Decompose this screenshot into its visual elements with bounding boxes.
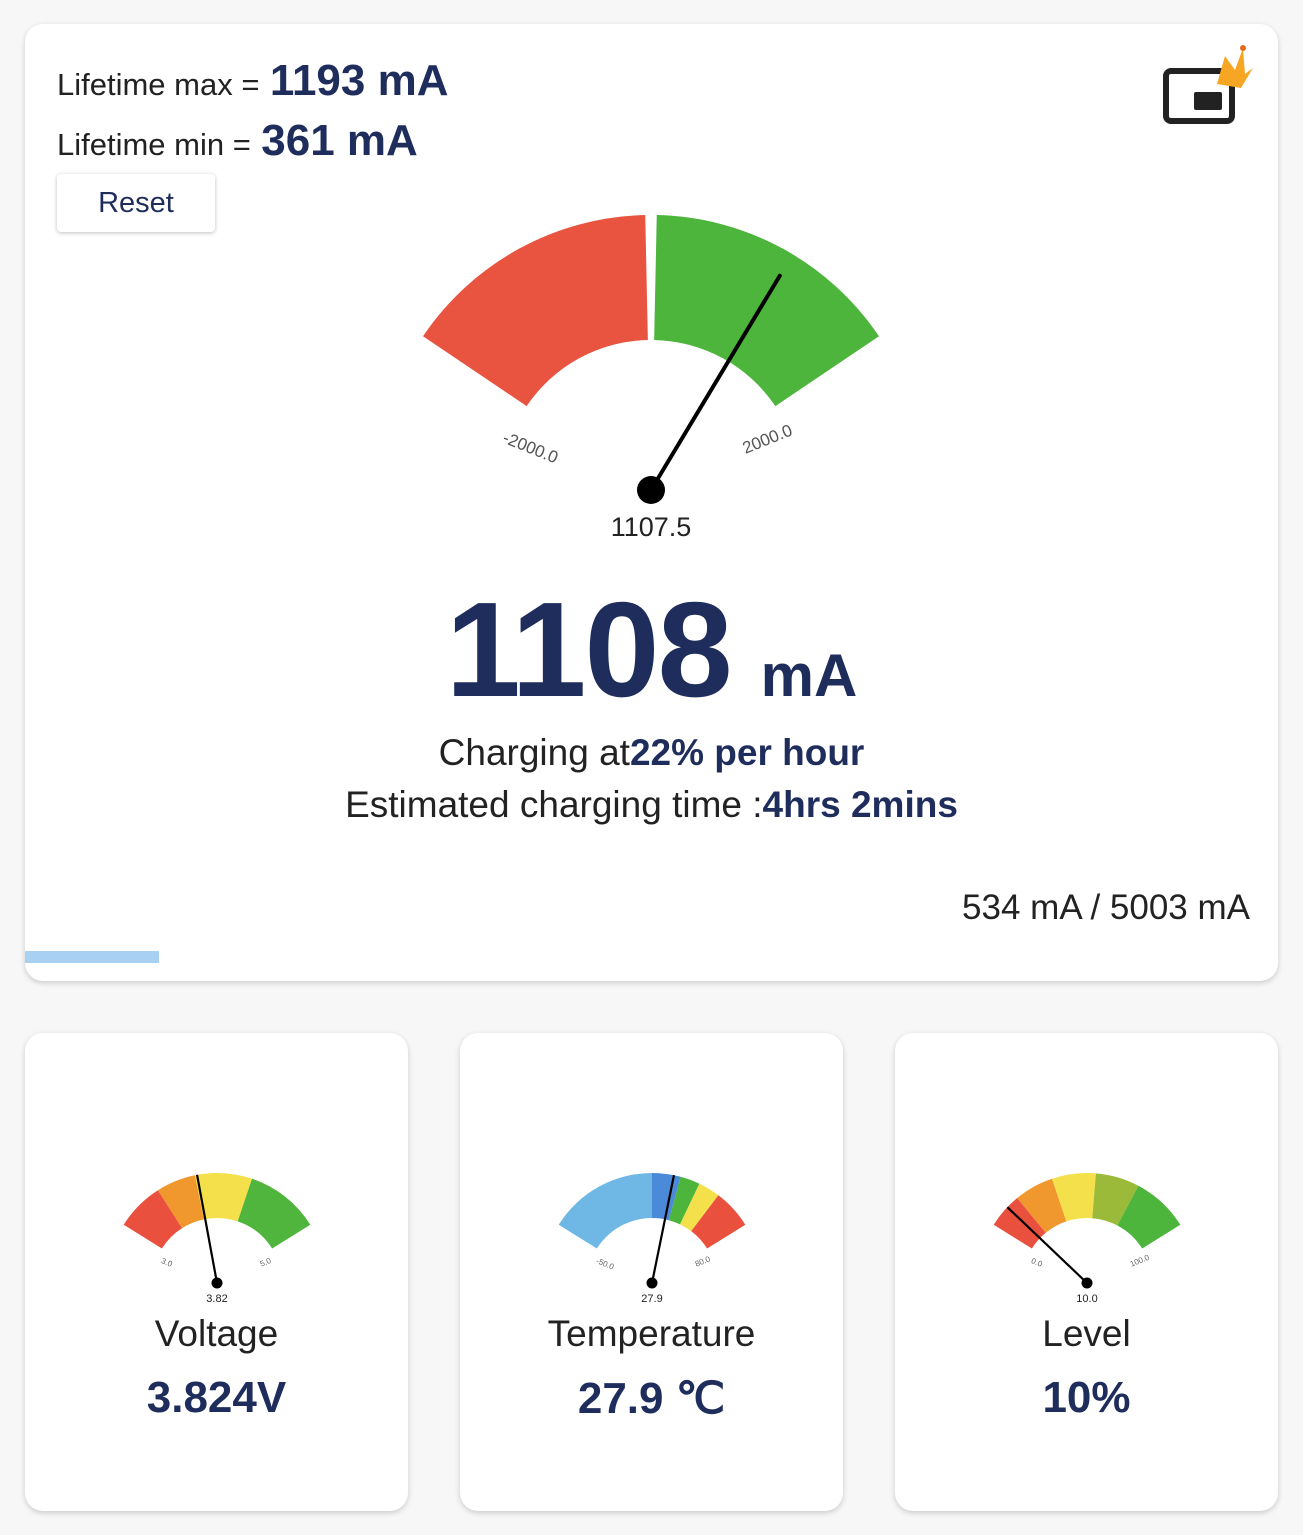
voltage-gauge-needle (195, 1174, 219, 1284)
picture-in-picture-crown-icon (1163, 45, 1253, 124)
temperature-card: -50.0 80.0 27.9 Temperature 27.9 ℃ (460, 1033, 843, 1511)
current-reading: 1108 mA (25, 572, 1278, 727)
reset-button[interactable]: Reset (57, 174, 215, 232)
level-value: 10% (1042, 1373, 1131, 1422)
gauge-band-3 (237, 1178, 311, 1249)
voltage-gauge-min-label: 3.0 (160, 1256, 174, 1269)
current-gauge: -2000.0 2000.0 1107.5 (423, 215, 879, 542)
gauge-positive-band (654, 215, 879, 407)
gauge-band-2 (668, 1176, 700, 1225)
charging-time-value: 4hrs 2mins (762, 784, 958, 825)
gauge-band-0 (993, 1198, 1046, 1249)
level-gauge-hub (1081, 1277, 1093, 1289)
temperature-gauge: -50.0 80.0 27.9 (558, 1173, 746, 1305)
voltage-value: 3.824V (146, 1373, 287, 1422)
gauge-min-label: -2000.0 (500, 428, 561, 467)
charging-time-prefix: Estimated charging time : (345, 784, 763, 825)
voltage-card: 3.0 5.0 3.82 Voltage 3.824V (25, 1033, 408, 1511)
gauge-max-label: 2000.0 (740, 421, 795, 458)
gauge-band-4 (691, 1195, 746, 1249)
lifetime-max-row: Lifetime max = 1193 mA (57, 56, 448, 106)
capacity-text: 534 mA / 5003 mA (962, 888, 1250, 927)
voltage-gauge-max-label: 5.0 (259, 1256, 273, 1269)
charging-rate-line: Charging at22% per hour (25, 732, 1278, 774)
charging-time-line: Estimated charging time :4hrs 2mins (25, 784, 1278, 826)
gauge-band-1 (157, 1175, 204, 1229)
temperature-title: Temperature (547, 1313, 756, 1354)
gauge-negative-band (423, 215, 648, 407)
level-gauge-needle (1006, 1206, 1088, 1284)
gauge-band-3 (1092, 1173, 1139, 1226)
picture-in-picture-button[interactable] (1155, 44, 1265, 134)
lifetime-max-label: Lifetime max = (57, 67, 260, 102)
level-title: Level (1042, 1313, 1131, 1354)
current-gauge-arcs (423, 215, 879, 407)
charging-rate-prefix: Charging at (438, 732, 630, 773)
capacity-progress-bar (25, 951, 1278, 963)
voltage-gauge-value-label: 3.82 (206, 1293, 227, 1305)
charging-rate-value: 22% per hour (629, 732, 865, 773)
level-gauge-min-label: 0.0 (1030, 1256, 1044, 1269)
temperature-gauge-min-label: -50.0 (595, 1256, 616, 1271)
lifetime-min-value: 361 mA (261, 116, 418, 165)
voltage-gauge-arcs (123, 1173, 311, 1249)
voltage-title: Voltage (154, 1313, 279, 1354)
current-card: Lifetime max = 1193 mA Lifetime min = 36… (25, 24, 1278, 981)
gauge-needle (649, 273, 782, 492)
temperature-gauge-needle (650, 1174, 676, 1284)
gauge-band-4 (1117, 1185, 1181, 1249)
gauge-needle-hub (637, 476, 665, 504)
temperature-gauge-hub (646, 1277, 658, 1289)
level-card: 0.0 100.0 10.0 Level 10% (895, 1033, 1278, 1511)
temperature-gauge-arcs (558, 1173, 746, 1249)
temperature-gauge-value-label: 27.9 (641, 1293, 662, 1305)
gauge-band-0 (123, 1190, 183, 1249)
voltage-gauge: 3.0 5.0 3.82 (123, 1173, 311, 1305)
gauge-band-0 (558, 1173, 652, 1249)
capacity-progress-fill (25, 951, 159, 963)
level-gauge-arcs (993, 1173, 1181, 1249)
temperature-value: 27.9 ℃ (577, 1374, 726, 1423)
level-gauge-value-label: 10.0 (1076, 1293, 1097, 1305)
gauge-band-2 (194, 1173, 253, 1222)
temperature-gauge-max-label: 80.0 (694, 1254, 712, 1268)
level-gauge-max-label: 100.0 (1129, 1253, 1151, 1269)
gauge-band-1 (1017, 1178, 1067, 1233)
current-value: 1108 (445, 574, 733, 725)
lifetime-max-value: 1193 mA (269, 56, 449, 105)
level-gauge: 0.0 100.0 10.0 (993, 1173, 1181, 1305)
voltage-gauge-hub (211, 1277, 223, 1289)
current-unit: mA (760, 642, 858, 709)
lifetime-min-row: Lifetime min = 361 mA (57, 116, 418, 166)
lifetime-min-label: Lifetime min = (57, 127, 251, 162)
gauge-value-label: 1107.5 (611, 512, 692, 542)
gauge-band-2 (1051, 1173, 1096, 1222)
gauge-band-1 (652, 1173, 681, 1221)
gauge-band-3 (680, 1183, 719, 1232)
